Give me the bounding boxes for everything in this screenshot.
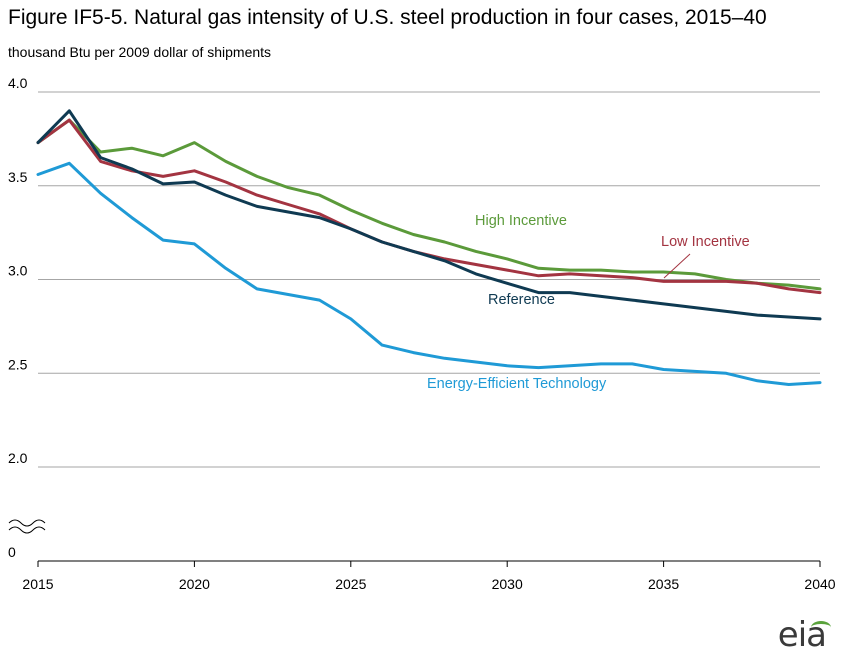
y-tick-label-2.5: 2.5 — [8, 356, 28, 372]
logo-swoosh-icon — [810, 621, 831, 634]
x-tick-label-2025: 2025 — [335, 576, 366, 592]
tick-labels: 4.0 3.5 3.0 2.5 2.0 0 2015 2020 2025 2030 2035 2040 — [8, 75, 836, 592]
x-tick-label-2030: 2030 — [492, 576, 523, 592]
eia-logo: eia — [778, 615, 831, 655]
low-incentive-leader-line — [663, 253, 691, 279]
series-label-reference: Reference — [488, 292, 555, 308]
x-tick-label-2015: 2015 — [22, 576, 53, 592]
gridlines — [38, 91, 820, 468]
series-label-low: Low Incentive — [661, 234, 750, 250]
series-lines — [36, 109, 822, 386]
y-tick-label-0: 0 — [8, 544, 16, 560]
series-line-low — [36, 118, 822, 295]
y-tick-label-3.0: 3.0 — [8, 263, 28, 279]
x-tick-label-2035: 2035 — [648, 576, 679, 592]
axis-break-icon — [8, 519, 46, 527]
series-label-high: High Incentive — [475, 213, 567, 229]
x-tick-label-2020: 2020 — [179, 576, 210, 592]
series-line-reference — [36, 109, 822, 321]
series-line-high — [36, 118, 822, 291]
y-tick-label-3.5: 3.5 — [8, 169, 28, 185]
series-label-efficient: Energy-Efficient Technology — [427, 376, 607, 392]
chart-title: Figure IF5-5. Natural gas intensity of U… — [8, 6, 767, 29]
axis-break-icon — [8, 526, 46, 534]
x-tick-label-2040: 2040 — [804, 576, 835, 592]
series-line-efficient — [36, 161, 822, 386]
y-axis-unit-label: thousand Btu per 2009 dollar of shipment… — [8, 44, 272, 60]
y-tick-label-2.0: 2.0 — [8, 450, 28, 466]
axes — [8, 519, 821, 567]
y-tick-label-4.0: 4.0 — [8, 75, 28, 91]
series-labels: High Incentive Low Incentive Reference Ener… — [427, 213, 750, 392]
